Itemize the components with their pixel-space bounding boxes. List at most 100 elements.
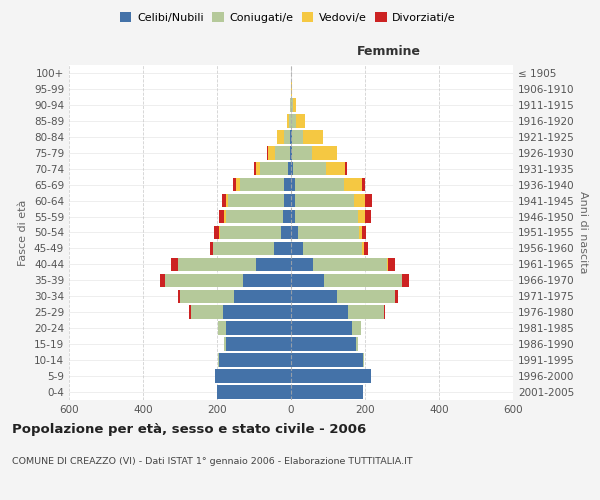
Bar [291, 178, 365, 192]
Bar [287, 114, 291, 128]
Bar [291, 354, 363, 367]
Bar [291, 162, 326, 175]
Bar [291, 242, 303, 255]
Bar [290, 98, 291, 112]
Bar [291, 146, 292, 160]
Bar [291, 130, 292, 143]
Bar [290, 98, 291, 112]
Y-axis label: Anni di nascita: Anni di nascita [578, 191, 589, 274]
Bar [180, 290, 291, 303]
Bar [291, 162, 347, 175]
Bar [214, 226, 291, 239]
Bar [226, 338, 291, 351]
Bar [291, 258, 388, 271]
Bar [290, 146, 291, 160]
Text: Popolazione per età, sesso e stato civile - 2006: Popolazione per età, sesso e stato civil… [12, 422, 366, 436]
Bar [291, 210, 358, 224]
Bar [291, 178, 344, 192]
Bar [291, 146, 313, 160]
Bar [288, 162, 291, 175]
Bar [240, 178, 291, 192]
Bar [254, 162, 291, 175]
Bar [291, 370, 371, 383]
Bar [178, 258, 291, 271]
Bar [291, 274, 402, 287]
Bar [218, 322, 291, 335]
Bar [217, 385, 291, 399]
Bar [214, 242, 291, 255]
Bar [220, 226, 291, 239]
Bar [291, 178, 295, 192]
Bar [291, 290, 337, 303]
Bar [191, 306, 291, 319]
Bar [291, 130, 303, 143]
Bar [219, 354, 291, 367]
Bar [165, 274, 291, 287]
Bar [291, 226, 298, 239]
Bar [211, 242, 291, 255]
Bar [291, 370, 371, 383]
Bar [277, 130, 291, 143]
Bar [277, 130, 291, 143]
Bar [291, 370, 371, 383]
Bar [291, 210, 295, 224]
Bar [291, 194, 365, 207]
Bar [215, 370, 291, 383]
Bar [219, 226, 291, 239]
Bar [160, 274, 291, 287]
Bar [283, 210, 291, 224]
Bar [291, 322, 361, 335]
Bar [291, 162, 293, 175]
Bar [291, 354, 364, 367]
Bar [291, 146, 337, 160]
Bar [256, 258, 291, 271]
Bar [189, 306, 291, 319]
Bar [291, 98, 293, 112]
Bar [291, 82, 292, 96]
Bar [291, 322, 361, 335]
Bar [291, 385, 363, 399]
Bar [215, 370, 291, 383]
Bar [218, 322, 291, 335]
Bar [218, 322, 291, 335]
Bar [291, 274, 325, 287]
Bar [222, 194, 291, 207]
Bar [214, 242, 291, 255]
Bar [291, 290, 395, 303]
Bar [219, 210, 291, 224]
Bar [291, 242, 364, 255]
Bar [291, 338, 358, 351]
Bar [291, 338, 358, 351]
Bar [256, 162, 291, 175]
Bar [218, 354, 291, 367]
Bar [291, 114, 305, 128]
Bar [291, 306, 385, 319]
Bar [217, 385, 291, 399]
Bar [226, 322, 291, 335]
Bar [291, 242, 368, 255]
Bar [291, 162, 344, 175]
Bar [274, 242, 291, 255]
Bar [291, 370, 371, 383]
Bar [284, 130, 291, 143]
Bar [291, 338, 356, 351]
Bar [291, 274, 402, 287]
Bar [291, 385, 363, 399]
Text: COMUNE DI CREAZZO (VI) - Dati ISTAT 1° gennaio 2006 - Elaborazione TUTTITALIA.IT: COMUNE DI CREAZZO (VI) - Dati ISTAT 1° g… [12, 458, 413, 466]
Bar [291, 306, 349, 319]
Bar [291, 114, 296, 128]
Text: Femmine: Femmine [356, 46, 421, 59]
Bar [291, 258, 387, 271]
Bar [291, 242, 362, 255]
Bar [233, 290, 291, 303]
Bar [291, 290, 398, 303]
Bar [281, 226, 291, 239]
Bar [291, 146, 337, 160]
Bar [287, 114, 291, 128]
Bar [289, 114, 291, 128]
Bar [291, 306, 383, 319]
Bar [291, 130, 323, 143]
Bar [291, 258, 395, 271]
Bar [291, 338, 358, 351]
Bar [291, 322, 361, 335]
